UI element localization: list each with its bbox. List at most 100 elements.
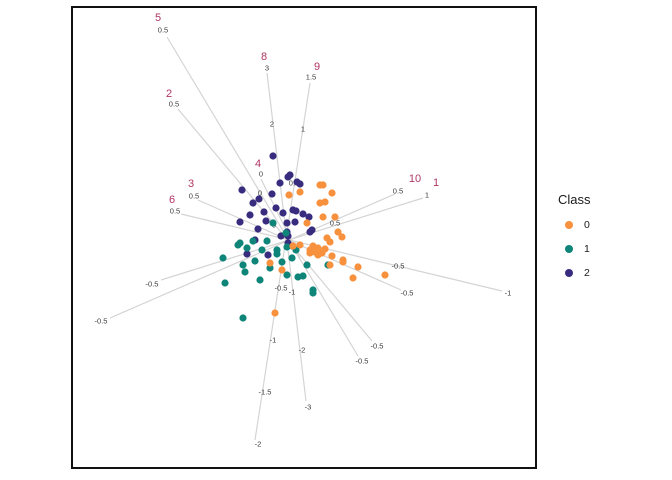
data-point-class1 xyxy=(282,229,290,237)
data-point-class0 xyxy=(266,259,274,267)
data-point-class0 xyxy=(339,258,347,266)
data-point-class1 xyxy=(288,254,296,262)
data-point-class1 xyxy=(266,264,274,272)
data-point-class0 xyxy=(349,274,357,282)
data-point-class1 xyxy=(256,276,264,284)
data-point-class2 xyxy=(291,218,299,226)
data-point-class0 xyxy=(334,228,342,236)
axis-1-tick-label: 1 xyxy=(425,191,429,200)
axis-8-tick-label: -3 xyxy=(305,403,312,412)
data-point-class1 xyxy=(263,237,271,245)
data-point-class2 xyxy=(272,204,280,212)
data-point-class2 xyxy=(262,217,270,225)
data-point-class1 xyxy=(309,289,317,297)
axis-1-tick-label: -0.5 xyxy=(146,280,159,289)
data-point-class2 xyxy=(305,213,313,221)
axis-9-tick-label: -1.5 xyxy=(259,388,272,397)
axis-9-tick-label: -1 xyxy=(270,336,277,345)
data-point-class1 xyxy=(283,271,291,279)
plot-panel-border xyxy=(71,6,537,469)
legend-item-class-2: 2 xyxy=(556,265,591,281)
data-point-class2 xyxy=(260,208,268,216)
axis-10-tick-label: -0.5 xyxy=(95,317,108,326)
data-point-class1 xyxy=(283,243,291,251)
axis-8-tick-label: 2 xyxy=(270,120,274,129)
data-point-class1 xyxy=(299,272,307,280)
data-point-class1 xyxy=(241,268,249,276)
data-point-class1 xyxy=(239,261,247,269)
axis-5-tick-label: -0.5 xyxy=(356,357,369,366)
data-point-class2 xyxy=(269,152,277,160)
data-point-class0 xyxy=(278,266,286,274)
data-point-class0 xyxy=(303,219,311,227)
data-point-class2 xyxy=(306,228,314,236)
data-point-class2 xyxy=(279,209,287,217)
data-point-class1 xyxy=(278,258,286,266)
data-point-class0 xyxy=(296,188,304,196)
data-point-class0 xyxy=(271,309,279,317)
axis-4-tick-label: 0 xyxy=(259,170,263,179)
axis-9-tick-label: -0.5 xyxy=(275,284,288,293)
data-point-class0 xyxy=(309,242,317,250)
feature-axis-number-8: 8 xyxy=(261,51,267,63)
legend: Class 0 1 2 xyxy=(556,192,591,289)
data-point-class2 xyxy=(286,171,294,179)
feature-axis-line-1 xyxy=(160,197,424,281)
data-point-class1 xyxy=(269,219,277,227)
data-point-class1 xyxy=(221,279,229,287)
data-point-class2 xyxy=(249,199,257,207)
data-point-class2 xyxy=(268,190,276,198)
data-point-class1 xyxy=(251,257,259,265)
data-point-class1 xyxy=(239,314,247,322)
data-point-class2 xyxy=(289,206,297,214)
feature-axis-number-1: 1 xyxy=(433,177,439,189)
data-point-class1 xyxy=(219,254,227,262)
axis-9-tick-label: 1.5 xyxy=(306,73,316,82)
data-point-class0 xyxy=(319,213,327,221)
feature-axis-line-6 xyxy=(180,213,503,292)
axis-8-tick-label: -1 xyxy=(289,288,296,297)
data-point-class1 xyxy=(249,237,257,245)
legend-item-label: 0 xyxy=(584,219,590,231)
data-point-class1 xyxy=(234,241,242,249)
data-point-class2 xyxy=(276,179,284,187)
data-point-class2 xyxy=(264,251,272,259)
data-point-class0 xyxy=(326,261,334,269)
axis-2-tick-label: -0.5 xyxy=(371,342,384,351)
axis-1-tick-label: 0.5 xyxy=(330,219,340,228)
data-point-class0 xyxy=(321,198,329,206)
legend-item-label: 2 xyxy=(584,267,590,279)
data-point-class2 xyxy=(246,211,254,219)
axis-5-tick-label: 0.5 xyxy=(158,26,168,35)
feature-axis-line-10 xyxy=(109,193,396,319)
axis-2-tick-label: 0.5 xyxy=(169,100,179,109)
axis-5-tick-label: 0 xyxy=(258,189,262,198)
data-point-class0 xyxy=(331,213,339,221)
feature-axis-number-2: 2 xyxy=(166,88,172,100)
axis-10-tick-label: 0.5 xyxy=(393,187,403,196)
data-point-class1 xyxy=(303,261,311,269)
axis-6-tick-label: 0.5 xyxy=(170,207,180,216)
feature-axis-line-5 xyxy=(166,36,359,357)
data-point-class0 xyxy=(381,271,389,279)
class-1-color-dot xyxy=(565,245,573,253)
data-point-class0 xyxy=(289,242,297,250)
class-2-color-dot xyxy=(565,269,573,277)
data-point-class0 xyxy=(328,189,336,197)
data-point-class0 xyxy=(326,238,334,246)
axis-9-tick-label: -2 xyxy=(255,440,262,449)
feature-axis-number-10: 10 xyxy=(409,173,421,185)
data-point-class0 xyxy=(285,191,293,199)
feature-axis-number-5: 5 xyxy=(155,12,161,24)
legend-title: Class xyxy=(558,192,591,207)
axis-3-tick-label: -0.5 xyxy=(401,289,414,298)
data-point-class1 xyxy=(273,250,281,258)
axis-8-tick-label: -2 xyxy=(299,346,306,355)
class-0-color-dot xyxy=(565,221,573,229)
legend-item-class-1: 1 xyxy=(556,241,591,257)
feature-axis-number-9: 9 xyxy=(314,61,320,73)
data-point-class2 xyxy=(296,180,304,188)
data-point-class0 xyxy=(296,241,304,249)
data-point-class0 xyxy=(328,252,336,260)
